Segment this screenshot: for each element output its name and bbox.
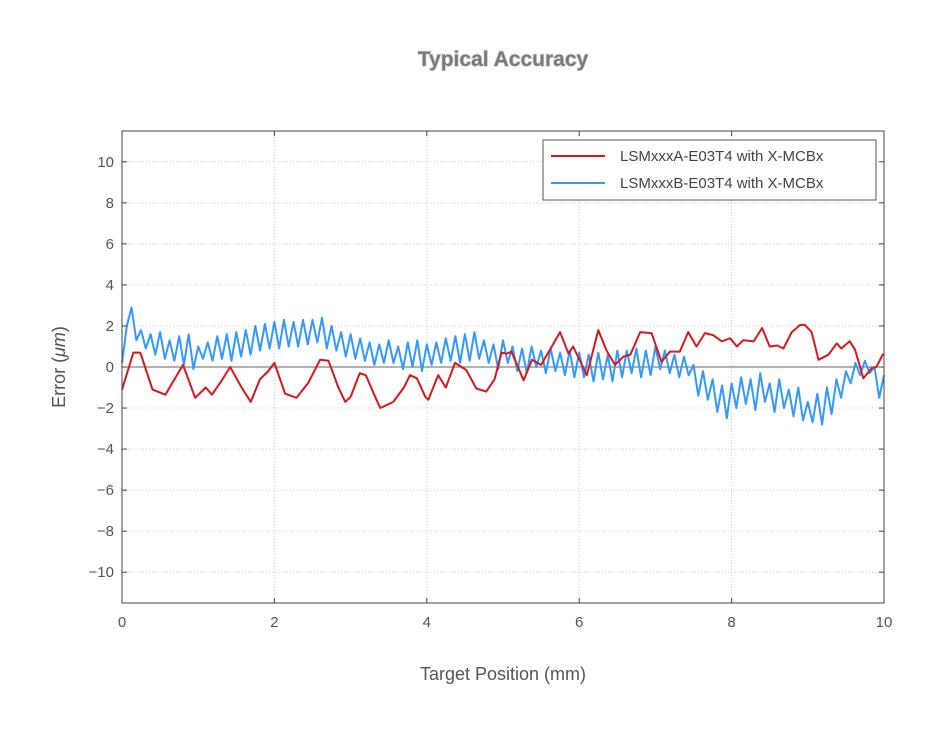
legend-label-series-a: LSMxxxA-E03T4 with X-MCBx <box>620 148 824 165</box>
y-tick-label: 8 <box>106 195 114 212</box>
y-axis-label-suffix: ) <box>49 326 69 332</box>
y-tick-label: −10 <box>89 564 114 581</box>
y-axis-label-prefix: Error ( <box>49 357 69 408</box>
ticks <box>121 131 885 603</box>
x-tick-label: 0 <box>118 614 126 631</box>
chart-title: Typical Accuracy <box>418 48 589 71</box>
y-tick-label: −8 <box>97 523 114 540</box>
series-group <box>121 306 885 426</box>
y-tick-label: 10 <box>97 154 114 171</box>
legend: LSMxxxA-E03T4 with X-MCBx LSMxxxB-E03T4 … <box>542 139 877 201</box>
y-tick-label: 4 <box>106 277 114 294</box>
legend-label-series-b: LSMxxxB-E03T4 with X-MCBx <box>620 175 824 192</box>
y-axis-label: Error (μm) <box>49 326 69 408</box>
y-tick-labels: −10 −8 −6 −4 −2 0 2 4 6 8 10 <box>89 154 114 581</box>
series-line-b <box>121 306 885 426</box>
y-tick-label: −4 <box>97 441 114 458</box>
y-tick-label: 6 <box>106 236 114 253</box>
x-axis-label: Target Position (mm) <box>420 664 586 684</box>
x-tick-label: 6 <box>575 614 583 631</box>
legend-box <box>542 139 877 201</box>
y-axis-label-unit: μm <box>49 332 69 358</box>
y-tick-label: −6 <box>97 482 114 499</box>
y-tick-label: 2 <box>106 318 114 335</box>
x-tick-label: 10 <box>876 614 893 631</box>
grid <box>122 131 884 603</box>
x-tick-label: 4 <box>423 614 431 631</box>
x-tick-label: 2 <box>270 614 278 631</box>
series-line-a <box>121 323 885 409</box>
y-tick-label: −2 <box>97 400 114 417</box>
x-tick-label: 8 <box>727 614 735 631</box>
x-tick-labels: 0 2 4 6 8 10 <box>118 614 893 631</box>
y-tick-label: 0 <box>106 359 114 376</box>
